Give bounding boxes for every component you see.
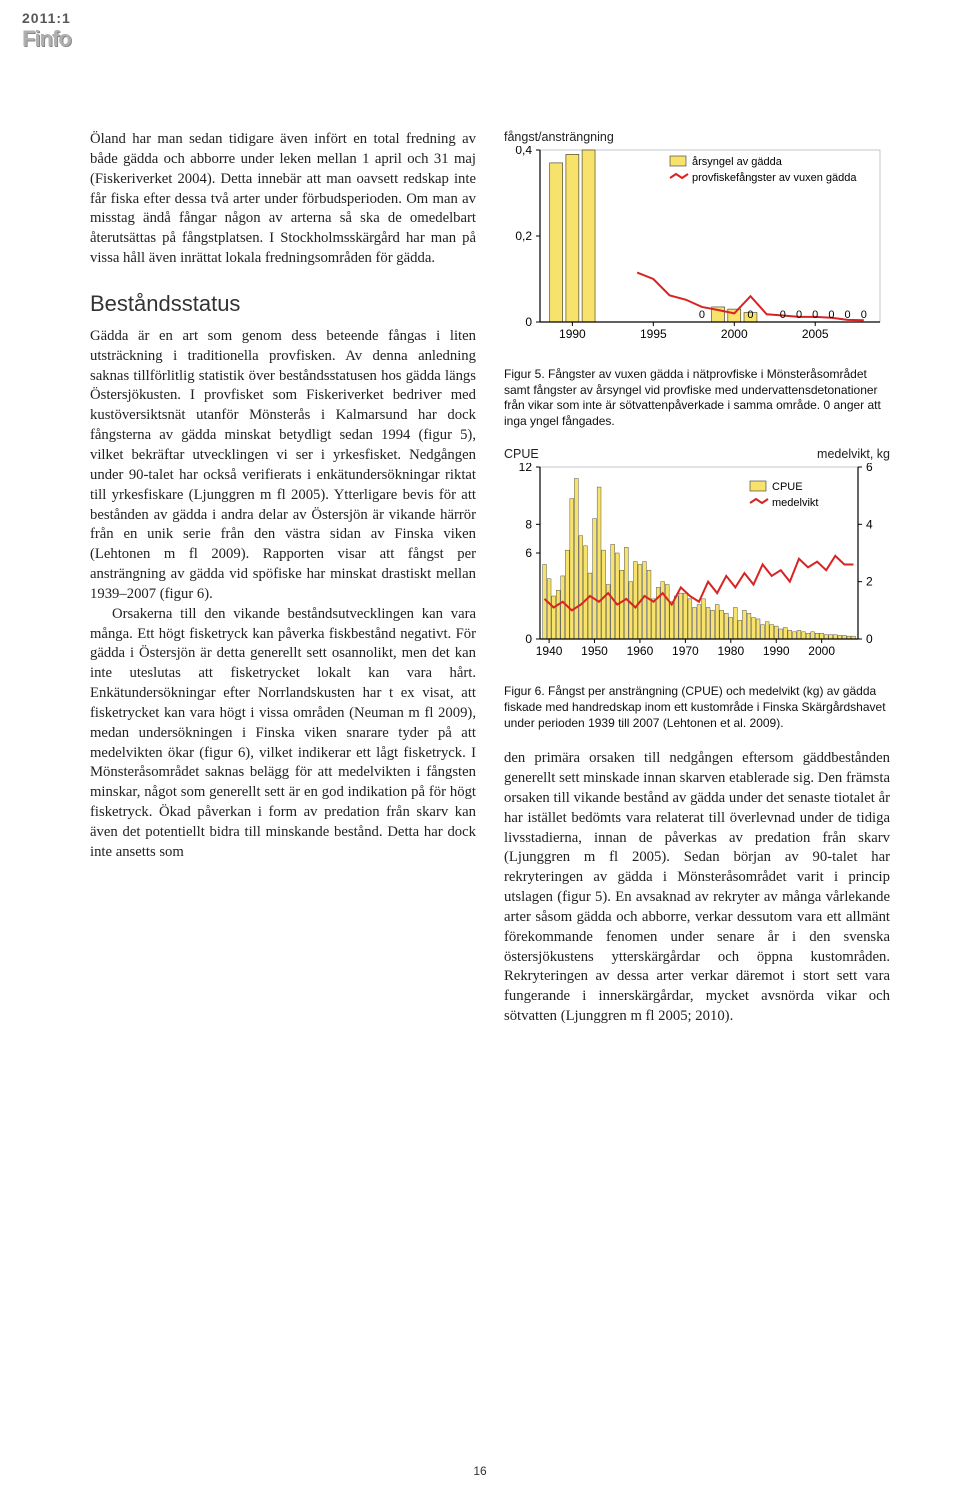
svg-text:1960: 1960 <box>627 644 654 658</box>
chart-y-title: fångst/ansträngning <box>504 130 890 144</box>
paragraph: Gädda är en art som genom dess beteende … <box>90 327 476 605</box>
body-text-block: den primära orsaken till nedgången efter… <box>504 749 890 1027</box>
paragraph: den primära orsaken till nedgången efter… <box>504 749 890 1027</box>
svg-text:12: 12 <box>519 463 533 474</box>
svg-text:1970: 1970 <box>672 644 699 658</box>
svg-text:provfiskefångster av vuxen gäd: provfiskefångster av vuxen gädda <box>692 172 857 184</box>
svg-text:2000: 2000 <box>808 644 835 658</box>
section-heading: Beståndsstatus <box>90 291 476 317</box>
svg-text:6: 6 <box>866 463 873 474</box>
svg-text:0: 0 <box>866 632 873 646</box>
chart-svg: 0 6 8 12 0 2 4 6 1940 1950 1960 1970 1980 1990 2000 CPU… <box>504 463 890 673</box>
two-column-layout: Öland har man sedan tidigare även infört… <box>90 130 890 1027</box>
page-header: 2011:1 Finfo <box>22 10 71 52</box>
paragraph: Orsakerna till den vikande beståndsutvec… <box>90 605 476 863</box>
svg-text:0: 0 <box>812 309 818 321</box>
figure-6: CPUE medelvikt, kg 0 6 8 12 0 2 4 6 1940 1950 1960… <box>504 447 890 678</box>
svg-text:1940: 1940 <box>536 644 563 658</box>
svg-text:1990: 1990 <box>559 327 586 341</box>
body-text-block: Öland har man sedan tidigare även infört… <box>90 130 476 269</box>
right-column: fångst/ansträngning 00,20,41990199520002… <box>504 130 890 1027</box>
chart-svg: 00,20,4199019952000200500000000årsyngel … <box>504 146 890 356</box>
chart-y-right-title: medelvikt, kg <box>817 447 890 461</box>
svg-text:0: 0 <box>796 309 802 321</box>
page-number: 16 <box>0 1464 960 1478</box>
svg-text:CPUE: CPUE <box>772 481 803 493</box>
svg-text:0,4: 0,4 <box>515 146 532 157</box>
body-text-block: Gädda är en art som genom dess beteende … <box>90 327 476 863</box>
figure-6-caption: Figur 6. Fångst per ansträngning (CPUE) … <box>504 684 890 731</box>
left-column: Öland har man sedan tidigare även infört… <box>90 130 476 1027</box>
svg-text:0: 0 <box>525 632 532 646</box>
svg-text:0: 0 <box>780 309 786 321</box>
svg-text:1950: 1950 <box>581 644 608 658</box>
svg-text:0,2: 0,2 <box>515 229 532 243</box>
svg-text:medelvikt: medelvikt <box>772 497 818 509</box>
figure-5: fångst/ansträngning 0 0,2 0,4 1990 1995 2000 2… <box>504 130 890 361</box>
chart-y-left-title: CPUE <box>504 447 539 461</box>
svg-text:årsyngel av gädda: årsyngel av gädda <box>692 156 783 168</box>
svg-text:6: 6 <box>525 546 532 560</box>
svg-text:4: 4 <box>866 518 873 532</box>
svg-text:1995: 1995 <box>640 327 667 341</box>
svg-text:0: 0 <box>747 309 753 321</box>
svg-text:0: 0 <box>861 309 867 321</box>
svg-text:2: 2 <box>866 575 873 589</box>
svg-text:0: 0 <box>525 315 532 329</box>
svg-text:2005: 2005 <box>802 327 829 341</box>
svg-text:0: 0 <box>699 309 705 321</box>
svg-text:1990: 1990 <box>763 644 790 658</box>
svg-text:0: 0 <box>828 309 834 321</box>
svg-text:2000: 2000 <box>721 327 748 341</box>
issue-label: 2011:1 <box>22 10 71 26</box>
figure-5-caption: Figur 5. Fångster av vuxen gädda i nätpr… <box>504 367 890 429</box>
svg-text:0: 0 <box>845 309 851 321</box>
brand-logo: Finfo <box>22 26 71 52</box>
svg-text:8: 8 <box>525 518 532 532</box>
svg-text:1980: 1980 <box>717 644 744 658</box>
paragraph: Öland har man sedan tidigare även infört… <box>90 130 476 269</box>
